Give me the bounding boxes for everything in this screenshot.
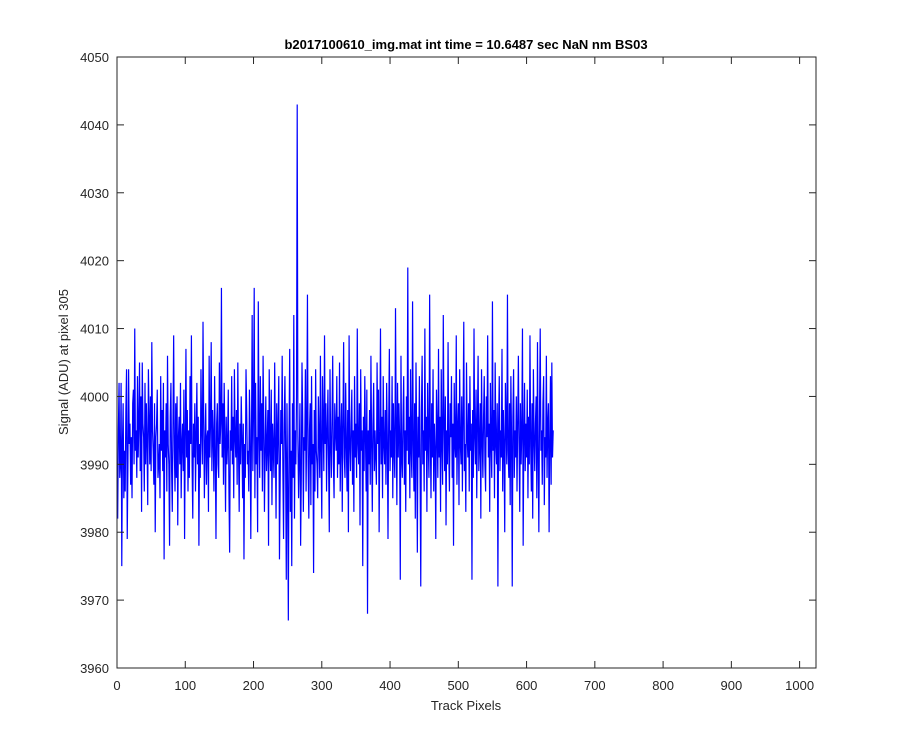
x-tick-label: 800 — [652, 678, 674, 693]
x-tick-label: 1000 — [785, 678, 814, 693]
y-tick-label: 4040 — [80, 118, 109, 133]
x-tick-label: 0 — [113, 678, 120, 693]
x-tick-label: 900 — [721, 678, 743, 693]
x-tick-label: 600 — [516, 678, 538, 693]
y-axis-label: Signal (ADU) at pixel 305 — [56, 289, 71, 435]
y-tick-label: 3960 — [80, 661, 109, 676]
chart-title: b2017100610_img.mat int time = 10.6487 s… — [284, 37, 647, 52]
y-tick-label: 3990 — [80, 457, 109, 472]
axes-box — [116, 56, 817, 669]
y-tick-label: 4000 — [80, 389, 109, 404]
tick-layer: 0 100 200 300 400 500 600 700 800 900 1000 3960 3970… — [80, 50, 816, 693]
data-layer — [117, 104, 554, 621]
x-tick-label: 700 — [584, 678, 606, 693]
x-tick-label: 500 — [447, 678, 469, 693]
x-axis-label: Track Pixels — [431, 698, 502, 713]
y-tick-label: 3980 — [80, 525, 109, 540]
y-tick-label: 4050 — [80, 50, 109, 65]
y-tick-label: 4020 — [80, 254, 109, 269]
y-tick-label: 4010 — [80, 322, 109, 337]
x-tick-label: 400 — [379, 678, 401, 693]
y-tick-label: 3970 — [80, 593, 109, 608]
x-tick-label: 200 — [243, 678, 265, 693]
x-tick-label: 300 — [311, 678, 333, 693]
x-tick-label: 100 — [174, 678, 196, 693]
series-line-0 — [117, 104, 554, 621]
y-tick-label: 4030 — [80, 186, 109, 201]
